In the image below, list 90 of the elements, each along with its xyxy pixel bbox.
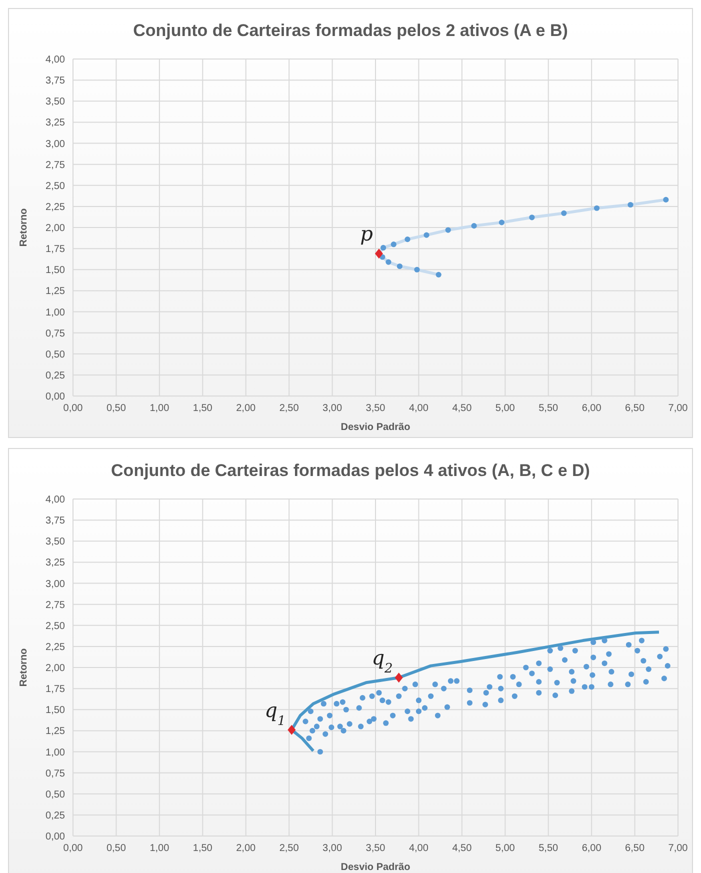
point <box>529 214 535 220</box>
y-tick-label: 3,50 <box>46 96 66 108</box>
x-tick-label: 4,00 <box>408 403 429 414</box>
x-tick-label: 5,50 <box>538 843 559 854</box>
x-tick-label: 1,00 <box>150 403 170 414</box>
y-tick-label: 3,00 <box>46 578 66 590</box>
x-tick-label: 1,50 <box>192 843 213 854</box>
x-tick-label: 3,50 <box>366 403 386 414</box>
y-tick-label: 1,50 <box>46 705 66 716</box>
x-tick-label: 4,00 <box>408 843 429 854</box>
y-axis-title: Retorno <box>18 208 30 247</box>
y-tick-label: 3,25 <box>46 118 66 129</box>
point <box>561 210 567 216</box>
annotation: q$_{1}$ <box>264 698 286 728</box>
y-tick-label: 2,00 <box>46 663 66 674</box>
x-tick-label: 1,50 <box>192 403 213 414</box>
x-tick-label: 3,50 <box>366 843 386 854</box>
chart-title: Conjunto de Carteiras formadas pelos 4 ativos (A, B, C e D) <box>110 460 591 482</box>
y-tick-label: 1,00 <box>46 747 66 758</box>
x-tick-label: 5,50 <box>538 403 559 414</box>
point <box>390 242 396 248</box>
y-tick-label: 1,50 <box>46 265 66 276</box>
y-tick-label: 0,50 <box>46 789 66 800</box>
x-tick-label: 2,50 <box>279 403 300 414</box>
annotation: q$_{2}$ <box>372 646 393 676</box>
x-axis-title: Desvio Padrão <box>340 862 410 873</box>
y-tick-label: 2,25 <box>46 642 66 653</box>
x-tick-label: 6,50 <box>625 843 645 854</box>
x-tick-label: 2,00 <box>236 403 256 414</box>
y-tick-label: 3,25 <box>46 558 66 569</box>
y-tick-label: 0,00 <box>46 392 66 403</box>
x-tick-label: 7,00 <box>668 403 688 414</box>
y-tick-label: 3,50 <box>46 536 66 548</box>
x-tick-label: 5,00 <box>495 403 516 414</box>
point <box>386 259 392 265</box>
y-tick-label: 2,25 <box>46 202 66 213</box>
x-tick-label: 6,00 <box>582 843 602 854</box>
x-tick-label: 4,50 <box>452 843 472 854</box>
y-tick-label: 2,50 <box>46 620 66 632</box>
x-tick-label: 7,00 <box>668 843 688 854</box>
y-tick-label: 2,75 <box>46 160 66 171</box>
chart-title: Conjunto de Carteiras formadas pelos 2 ativos (A e B) <box>132 20 569 42</box>
x-tick-label: 0,50 <box>106 403 126 414</box>
y-tick-label: 1,25 <box>46 726 66 738</box>
y-tick-label: 1,00 <box>46 307 66 318</box>
point <box>498 220 504 226</box>
y-tick-label: 1,25 <box>46 286 66 298</box>
point <box>404 236 410 242</box>
x-tick-label: 0,00 <box>63 843 84 854</box>
y-tick-label: 3,00 <box>46 138 66 150</box>
point <box>396 263 402 270</box>
y-tick-label: 4,00 <box>46 54 66 66</box>
y-tick-label: 1,75 <box>46 684 66 696</box>
x-tick-label: 5,00 <box>495 843 516 854</box>
point <box>594 205 600 211</box>
point <box>424 232 430 238</box>
y-tick-label: 3,75 <box>46 516 66 527</box>
x-tick-label: 3,00 <box>322 403 342 414</box>
x-tick-label: 6,00 <box>582 403 602 414</box>
y-tick-label: 4,00 <box>46 494 66 506</box>
point <box>663 196 669 202</box>
x-tick-label: 4,50 <box>452 403 472 414</box>
y-tick-label: 0,75 <box>46 328 66 340</box>
y-tick-label: 2,75 <box>46 600 66 611</box>
annotation: p <box>360 222 374 246</box>
y-tick-label: 3,75 <box>46 76 66 87</box>
y-tick-label: 0,75 <box>46 768 66 780</box>
x-tick-label: 1,00 <box>150 843 170 854</box>
y-tick-label: 0,00 <box>46 832 66 843</box>
point <box>436 272 442 278</box>
x-axis-title: Desvio Padrão <box>340 422 410 433</box>
point <box>628 202 634 208</box>
y-tick-label: 2,50 <box>46 180 66 192</box>
point <box>445 227 451 233</box>
x-tick-label: 6,50 <box>625 403 645 414</box>
y-tick-label: 2,00 <box>46 223 66 234</box>
point <box>414 266 420 272</box>
x-tick-label: 3,00 <box>322 843 342 854</box>
y-tick-label: 1,75 <box>46 244 66 256</box>
x-tick-label: 2,00 <box>236 843 256 854</box>
point <box>374 248 383 259</box>
y-tick-label: 0,25 <box>46 810 66 822</box>
y-tick-label: 0,25 <box>46 370 66 382</box>
point <box>471 223 477 229</box>
x-tick-label: 0,50 <box>106 843 126 854</box>
x-tick-label: 0,00 <box>63 403 84 414</box>
y-axis-title: Retorno <box>18 648 30 687</box>
x-tick-label: 2,50 <box>279 843 300 854</box>
y-tick-label: 0,50 <box>46 349 66 360</box>
point <box>380 244 386 251</box>
